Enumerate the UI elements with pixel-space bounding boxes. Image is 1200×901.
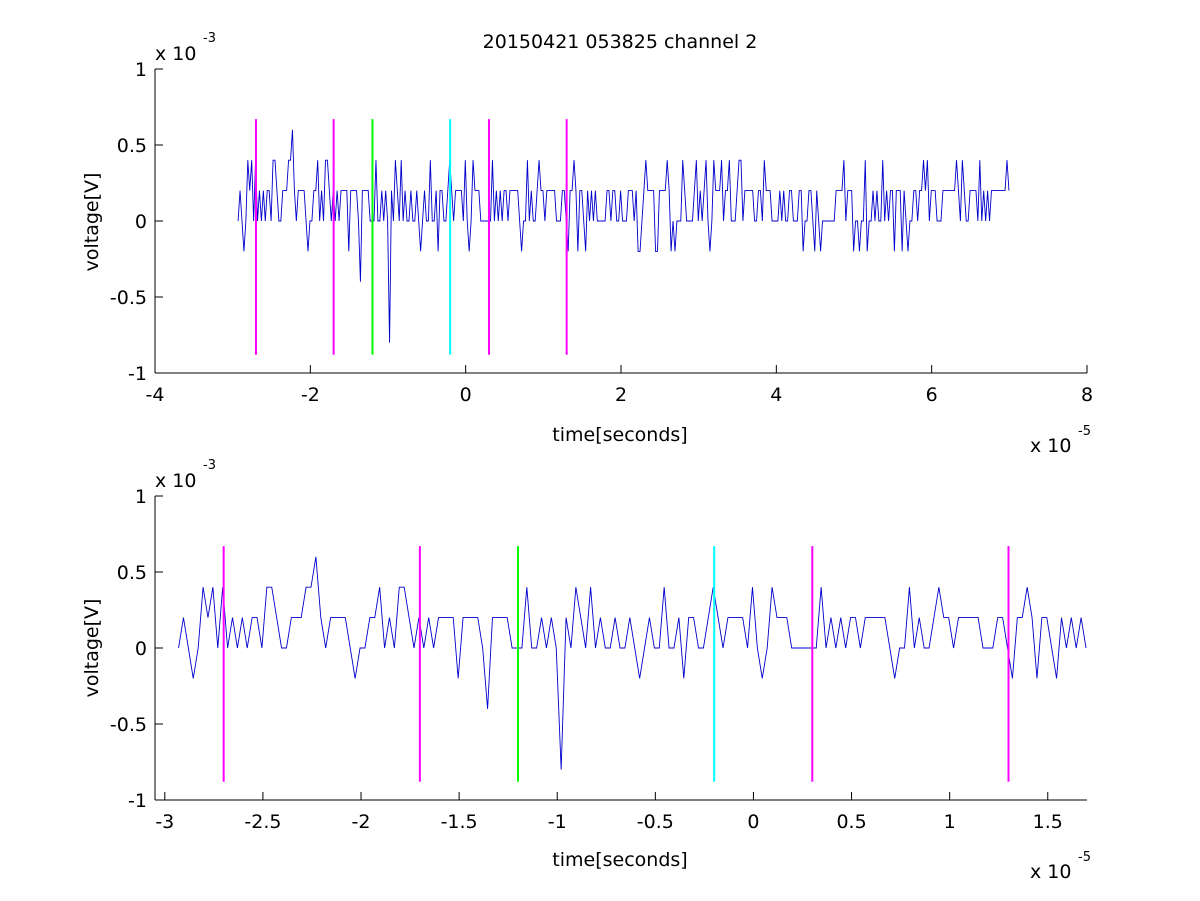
- bottom-x-tick-label: 1.5: [1033, 811, 1063, 833]
- top-x-tick-label: -2: [301, 384, 320, 406]
- bottom-x-tick-label: -2: [352, 811, 371, 833]
- bottom-y-tick-label: -1: [128, 790, 147, 812]
- top-y-tick-label: 0: [135, 211, 147, 233]
- top-signal-trace: [237, 129, 1010, 343]
- figure-title: 20150421 053825 channel 2: [483, 31, 758, 53]
- top-x-tick-label: 0: [460, 384, 472, 406]
- top-markers: [254, 119, 568, 355]
- top-axes: -4 -2 0 2 4 6 8 -1 -0.5 0 0.5 1: [110, 59, 1093, 406]
- bottom-markers: [222, 546, 1010, 782]
- top-xlabel: time[seconds]: [552, 424, 687, 446]
- bottom-traces: [178, 556, 1087, 770]
- top-y-multiplier-exp: -3: [203, 31, 216, 46]
- bottom-x-multiplier-exp: -5: [1078, 850, 1091, 865]
- bottom-x-tick-label: -1: [548, 811, 567, 833]
- top-x-tick-label: -4: [146, 384, 165, 406]
- bottom-xlabel: time[seconds]: [552, 849, 687, 871]
- bottom-x-tick-label: 0: [747, 811, 759, 833]
- top-y-tick-label: -1: [128, 363, 147, 385]
- bottom-y-tick-label: 1: [135, 486, 147, 508]
- top-x-tick-label: 4: [770, 384, 782, 406]
- bottom-y-tick-label: -0.5: [110, 714, 147, 736]
- bottom-subplot: -3 -2.5 -2 -1.5 -1 -0.5 0 0.5 1 1.5 -1 -0.5 0 0.5 1 ti…: [81, 458, 1091, 883]
- bottom-x-tick-label: -1.5: [441, 811, 478, 833]
- top-y-tick-label: -0.5: [110, 287, 147, 309]
- bottom-x-tick-label: -2.5: [244, 811, 281, 833]
- bottom-signal-trace: [178, 556, 1087, 770]
- top-ylabel: voltage[V]: [81, 173, 103, 272]
- top-subplot: -4 -2 0 2 4 6 8 -1 -0.5 0 0.5 1 time[seconds] volta…: [81, 31, 1093, 457]
- bottom-x-multiplier-base: x 10: [1030, 861, 1071, 883]
- bottom-x-tick-label: -3: [155, 811, 174, 833]
- top-traces: [237, 129, 1010, 343]
- top-y-tick-label: 0.5: [117, 135, 147, 157]
- bottom-x-tick-label: -0.5: [637, 811, 674, 833]
- bottom-y-multiplier-base: x 10: [155, 470, 196, 492]
- top-x-tick-label: 2: [615, 384, 627, 406]
- bottom-x-tick-label: 0.5: [836, 811, 866, 833]
- top-y-tick-label: 1: [135, 59, 147, 81]
- top-y-multiplier-base: x 10: [155, 43, 196, 65]
- bottom-axes: -3 -2.5 -2 -1.5 -1 -0.5 0 0.5 1 1.5 -1 -0.5 0 0.5 1: [110, 486, 1087, 833]
- bottom-x-tick-label: 1: [944, 811, 956, 833]
- top-x-multiplier-exp: -5: [1078, 424, 1091, 439]
- bottom-ylabel: voltage[V]: [81, 599, 103, 698]
- top-x-multiplier-base: x 10: [1030, 435, 1071, 457]
- top-x-tick-label: 8: [1081, 384, 1093, 406]
- bottom-y-tick-label: 0: [135, 638, 147, 660]
- bottom-y-multiplier-exp: -3: [203, 458, 216, 473]
- top-x-tick-label: 6: [926, 384, 938, 406]
- bottom-y-tick-label: 0.5: [117, 562, 147, 584]
